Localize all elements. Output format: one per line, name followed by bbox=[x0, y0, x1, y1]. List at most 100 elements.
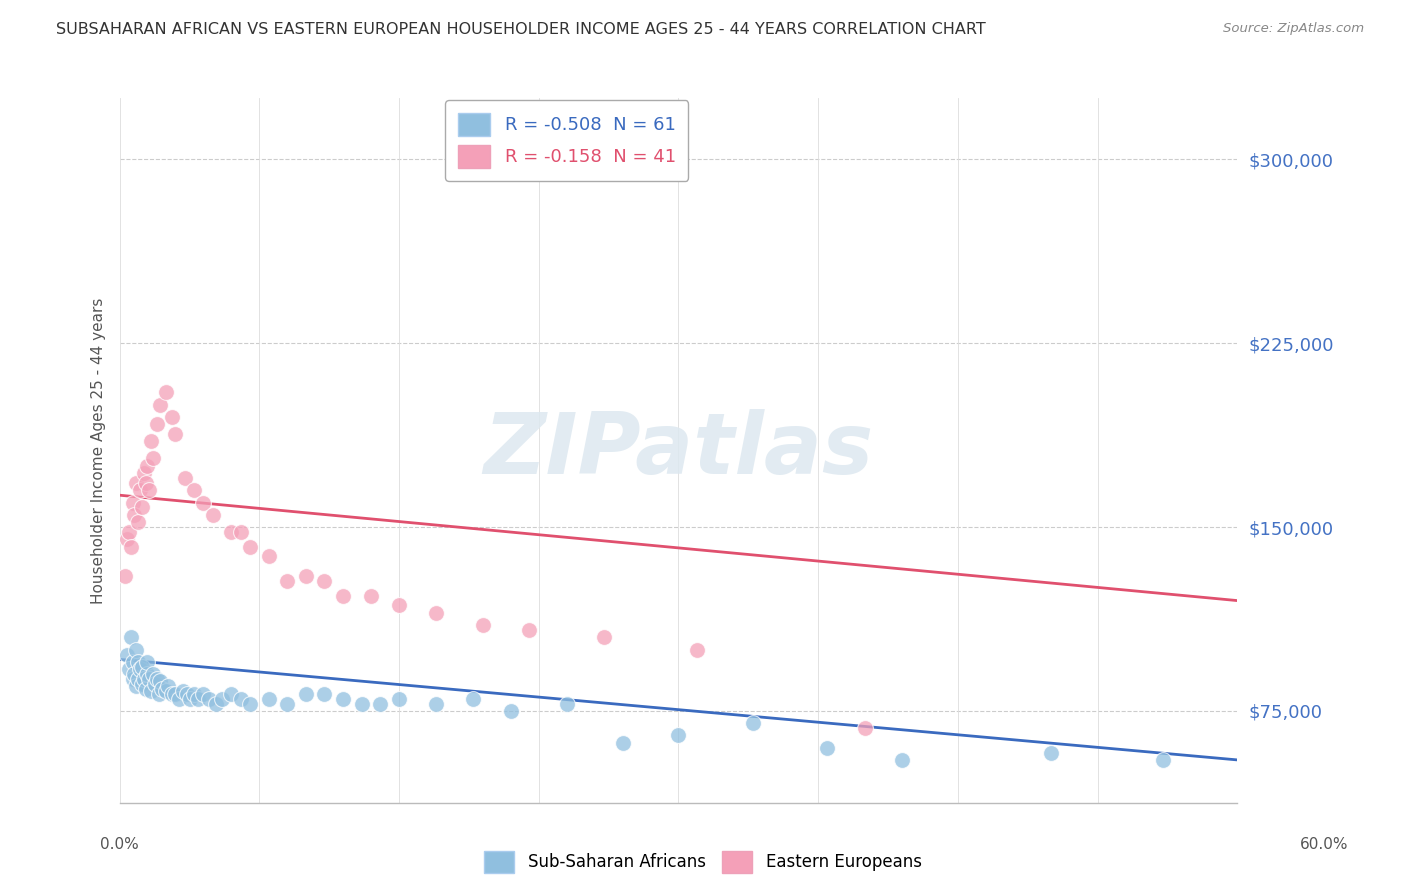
Point bbox=[124, 667, 146, 681]
Point bbox=[125, 475, 148, 490]
Point bbox=[155, 385, 177, 400]
Point bbox=[666, 728, 689, 742]
Point bbox=[499, 704, 522, 718]
Legend: Sub-Saharan Africans, Eastern Europeans: Sub-Saharan Africans, Eastern Europeans bbox=[478, 845, 928, 880]
Point bbox=[160, 687, 183, 701]
Point bbox=[229, 524, 252, 539]
Point bbox=[276, 697, 298, 711]
Point bbox=[219, 524, 243, 539]
Point bbox=[136, 458, 159, 473]
Point bbox=[124, 508, 146, 522]
Point bbox=[121, 495, 143, 509]
Point bbox=[138, 672, 160, 686]
Point bbox=[332, 691, 354, 706]
Point bbox=[742, 716, 765, 731]
Point bbox=[165, 687, 187, 701]
Point bbox=[211, 691, 233, 706]
Point bbox=[198, 691, 221, 706]
Point bbox=[463, 691, 485, 706]
Point bbox=[118, 524, 141, 539]
Point bbox=[141, 684, 163, 698]
Point bbox=[150, 681, 173, 696]
Point bbox=[815, 740, 838, 755]
Point bbox=[350, 697, 373, 711]
Y-axis label: Householder Income Ages 25 - 44 years: Householder Income Ages 25 - 44 years bbox=[90, 297, 105, 604]
Text: Source: ZipAtlas.com: Source: ZipAtlas.com bbox=[1223, 22, 1364, 36]
Point bbox=[201, 508, 224, 522]
Point bbox=[1152, 753, 1174, 767]
Point bbox=[132, 672, 155, 686]
Point bbox=[131, 677, 153, 691]
Point bbox=[121, 672, 143, 686]
Point bbox=[187, 691, 209, 706]
Point bbox=[425, 697, 447, 711]
Point bbox=[239, 697, 262, 711]
Point bbox=[471, 618, 494, 632]
Point bbox=[332, 589, 354, 603]
Point bbox=[142, 451, 165, 466]
Point bbox=[257, 691, 280, 706]
Point bbox=[183, 483, 205, 498]
Point bbox=[148, 687, 170, 701]
Point bbox=[314, 574, 336, 588]
Point bbox=[593, 631, 616, 645]
Point bbox=[156, 679, 179, 693]
Legend: R = -0.508  N = 61, R = -0.158  N = 41: R = -0.508 N = 61, R = -0.158 N = 41 bbox=[444, 100, 689, 181]
Point bbox=[121, 655, 143, 669]
Point bbox=[127, 655, 149, 669]
Point bbox=[229, 691, 252, 706]
Point bbox=[142, 667, 165, 681]
Point bbox=[360, 589, 382, 603]
Point bbox=[257, 549, 280, 564]
Text: 60.0%: 60.0% bbox=[1301, 837, 1348, 852]
Point bbox=[853, 721, 876, 735]
Point bbox=[135, 475, 157, 490]
Point bbox=[120, 540, 142, 554]
Point bbox=[519, 623, 541, 637]
Text: ZIPatlas: ZIPatlas bbox=[484, 409, 873, 492]
Point bbox=[127, 672, 149, 686]
Point bbox=[686, 642, 709, 657]
Point bbox=[183, 687, 205, 701]
Point bbox=[612, 736, 634, 750]
Point bbox=[149, 674, 172, 689]
Point bbox=[131, 500, 153, 515]
Point bbox=[135, 681, 157, 696]
Point bbox=[160, 409, 183, 424]
Point bbox=[388, 691, 411, 706]
Point bbox=[125, 642, 148, 657]
Point bbox=[1040, 746, 1063, 760]
Point bbox=[165, 426, 187, 441]
Point bbox=[239, 540, 262, 554]
Point bbox=[155, 684, 177, 698]
Point bbox=[295, 569, 318, 583]
Point bbox=[173, 471, 195, 485]
Text: 0.0%: 0.0% bbox=[100, 837, 139, 852]
Point bbox=[172, 684, 194, 698]
Point bbox=[114, 569, 136, 583]
Point bbox=[120, 631, 142, 645]
Point bbox=[132, 466, 155, 480]
Point bbox=[179, 691, 201, 706]
Point bbox=[115, 533, 138, 547]
Point bbox=[115, 648, 138, 662]
Point bbox=[131, 659, 153, 673]
Point bbox=[176, 687, 198, 701]
Point bbox=[388, 599, 411, 613]
Point bbox=[141, 434, 163, 449]
Point bbox=[129, 662, 152, 676]
Point bbox=[314, 687, 336, 701]
Point bbox=[118, 662, 141, 676]
Point bbox=[129, 483, 152, 498]
Point bbox=[149, 397, 172, 411]
Point bbox=[193, 687, 215, 701]
Point bbox=[555, 697, 578, 711]
Point bbox=[219, 687, 243, 701]
Point bbox=[891, 753, 914, 767]
Point bbox=[167, 691, 190, 706]
Point bbox=[368, 697, 391, 711]
Point bbox=[205, 697, 228, 711]
Point bbox=[146, 417, 169, 431]
Point bbox=[136, 655, 159, 669]
Point bbox=[276, 574, 298, 588]
